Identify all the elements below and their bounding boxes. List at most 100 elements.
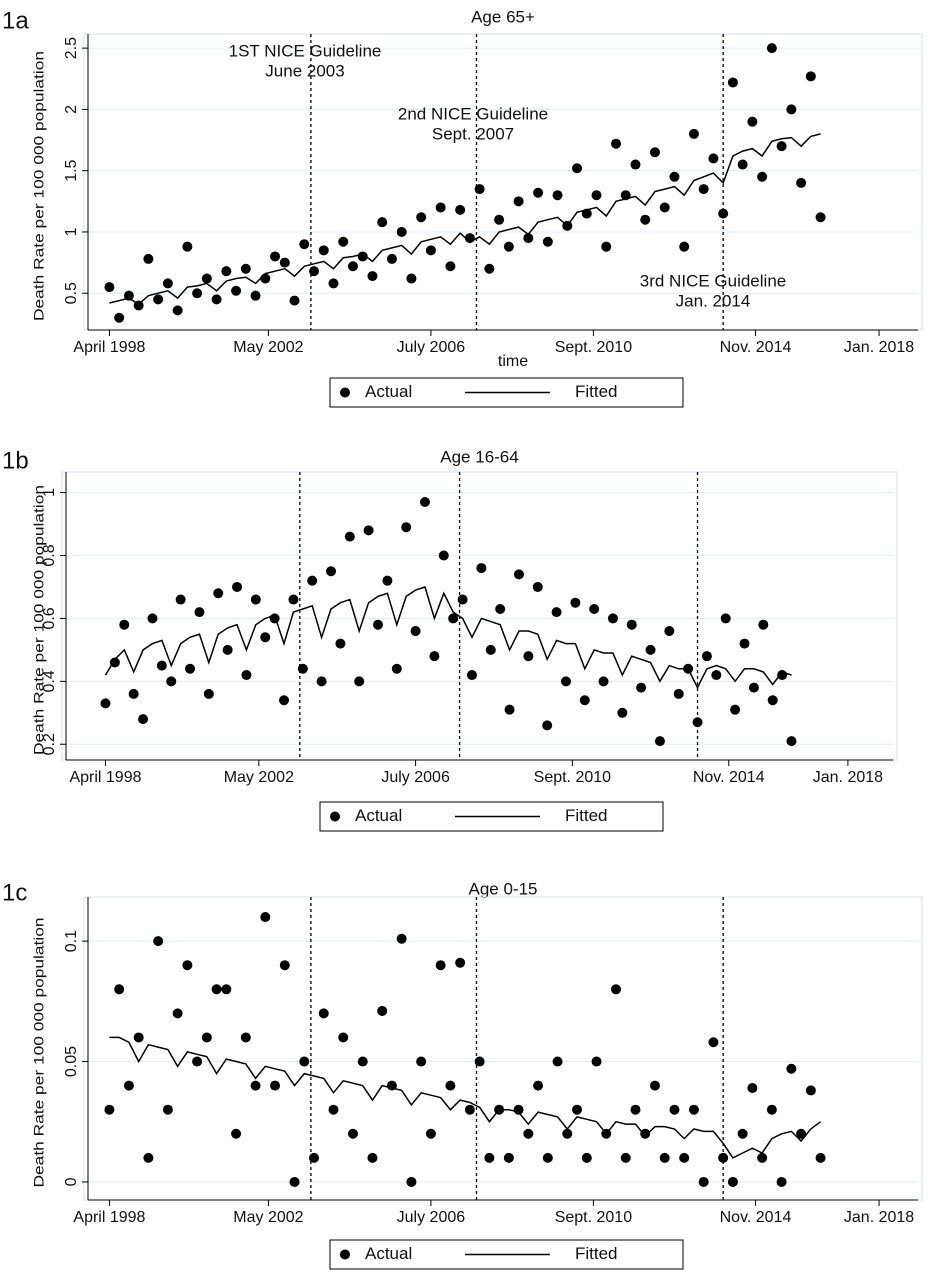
- actual-point: [659, 202, 670, 213]
- actual-point: [396, 226, 407, 237]
- y-tick-label: 0.4: [41, 670, 58, 692]
- actual-point: [659, 1152, 670, 1163]
- actual-point: [328, 1104, 339, 1115]
- actual-point: [484, 1152, 495, 1163]
- legend-label: Actual: [365, 382, 412, 401]
- actual-point: [757, 1152, 768, 1163]
- actual-point: [757, 171, 768, 182]
- x-tick-label: July 2006: [381, 769, 450, 786]
- actual-point: [654, 736, 665, 747]
- actual-point: [138, 714, 149, 725]
- legend-label: Fitted: [575, 1244, 618, 1263]
- actual-point: [194, 607, 205, 618]
- actual-point: [128, 688, 139, 699]
- actual-point: [221, 984, 232, 995]
- actual-point: [786, 736, 797, 747]
- actual-point: [250, 290, 261, 301]
- panel-title: Age 0-15: [469, 879, 538, 898]
- actual-point: [406, 273, 417, 284]
- actual-point: [640, 214, 651, 225]
- legend-marker: [340, 387, 350, 398]
- actual-point: [211, 984, 222, 995]
- x-tick-label: Jan. 2018: [844, 1209, 914, 1226]
- actual-point: [172, 305, 183, 316]
- actual-point: [318, 245, 329, 256]
- actual-point: [354, 676, 365, 687]
- actual-point: [476, 563, 487, 574]
- actual-point: [570, 597, 581, 608]
- actual-point: [513, 569, 524, 580]
- actual-point: [457, 594, 468, 605]
- actual-point: [143, 253, 154, 264]
- actual-point: [669, 1104, 680, 1115]
- actual-point: [241, 670, 252, 681]
- actual-point: [523, 1128, 534, 1139]
- actual-point: [542, 720, 553, 731]
- actual-point: [730, 704, 741, 715]
- x-tick-label: May 2002: [233, 339, 303, 356]
- actual-point: [260, 632, 271, 643]
- actual-point: [182, 241, 193, 252]
- actual-point: [523, 651, 534, 662]
- actual-point: [542, 1152, 553, 1163]
- actual-point: [617, 707, 628, 718]
- annotation: 3rd NICE Guideline: [640, 271, 786, 290]
- actual-point: [448, 613, 459, 624]
- actual-point: [133, 1032, 144, 1043]
- actual-point: [747, 1083, 758, 1094]
- actual-point: [338, 236, 349, 247]
- actual-point: [708, 1037, 719, 1048]
- fitted-line: [104, 586, 792, 690]
- actual-point: [767, 695, 778, 706]
- x-tick-label: May 2002: [233, 1209, 303, 1226]
- actual-point: [203, 688, 214, 699]
- actual-point: [503, 1152, 514, 1163]
- actual-point: [455, 957, 466, 968]
- actual-point: [495, 603, 506, 614]
- legend-label: Fitted: [575, 382, 618, 401]
- actual-point: [391, 663, 402, 674]
- actual-point: [326, 566, 337, 577]
- actual-point: [581, 1152, 592, 1163]
- panel-label: 1c: [2, 879, 27, 906]
- annotation: 1ST NICE Guideline: [229, 41, 382, 60]
- actual-point: [649, 1080, 660, 1091]
- x-tick-label: Jan. 2018: [844, 339, 914, 356]
- actual-point: [786, 1063, 797, 1074]
- actual-point: [270, 251, 281, 262]
- panel-title: Age 65+: [471, 7, 535, 26]
- actual-point: [279, 695, 290, 706]
- actual-point: [162, 1104, 173, 1115]
- actual-point: [748, 682, 759, 693]
- panel-label: 1b: [2, 447, 29, 474]
- actual-point: [231, 1128, 242, 1139]
- y-tick-label: 0.8: [41, 544, 58, 566]
- actual-point: [776, 141, 787, 152]
- y-tick-label: 0.6: [41, 607, 58, 629]
- actual-point: [185, 663, 196, 674]
- actual-point: [679, 241, 690, 252]
- fitted-line: [109, 133, 821, 306]
- actual-point: [318, 1008, 329, 1019]
- x-tick-label: Jan. 2018: [813, 769, 883, 786]
- actual-point: [416, 1056, 427, 1067]
- y-axis-label: Death Rate per 100 000 population: [31, 51, 47, 321]
- actual-point: [425, 245, 436, 256]
- panel-label: 1a: [2, 7, 29, 34]
- actual-point: [513, 196, 524, 207]
- actual-point: [445, 261, 456, 272]
- actual-point: [299, 239, 310, 250]
- actual-point: [474, 184, 485, 195]
- actual-point: [270, 1080, 281, 1091]
- actual-point: [175, 594, 186, 605]
- legend-label: Fitted: [565, 806, 608, 825]
- actual-point: [758, 619, 769, 630]
- actual-point: [611, 138, 622, 149]
- x-tick-label: Sept. 2010: [555, 339, 633, 356]
- actual-point: [382, 575, 393, 586]
- actual-point: [679, 1152, 690, 1163]
- actual-point: [786, 104, 797, 115]
- actual-point: [335, 638, 346, 649]
- actual-point: [156, 660, 167, 671]
